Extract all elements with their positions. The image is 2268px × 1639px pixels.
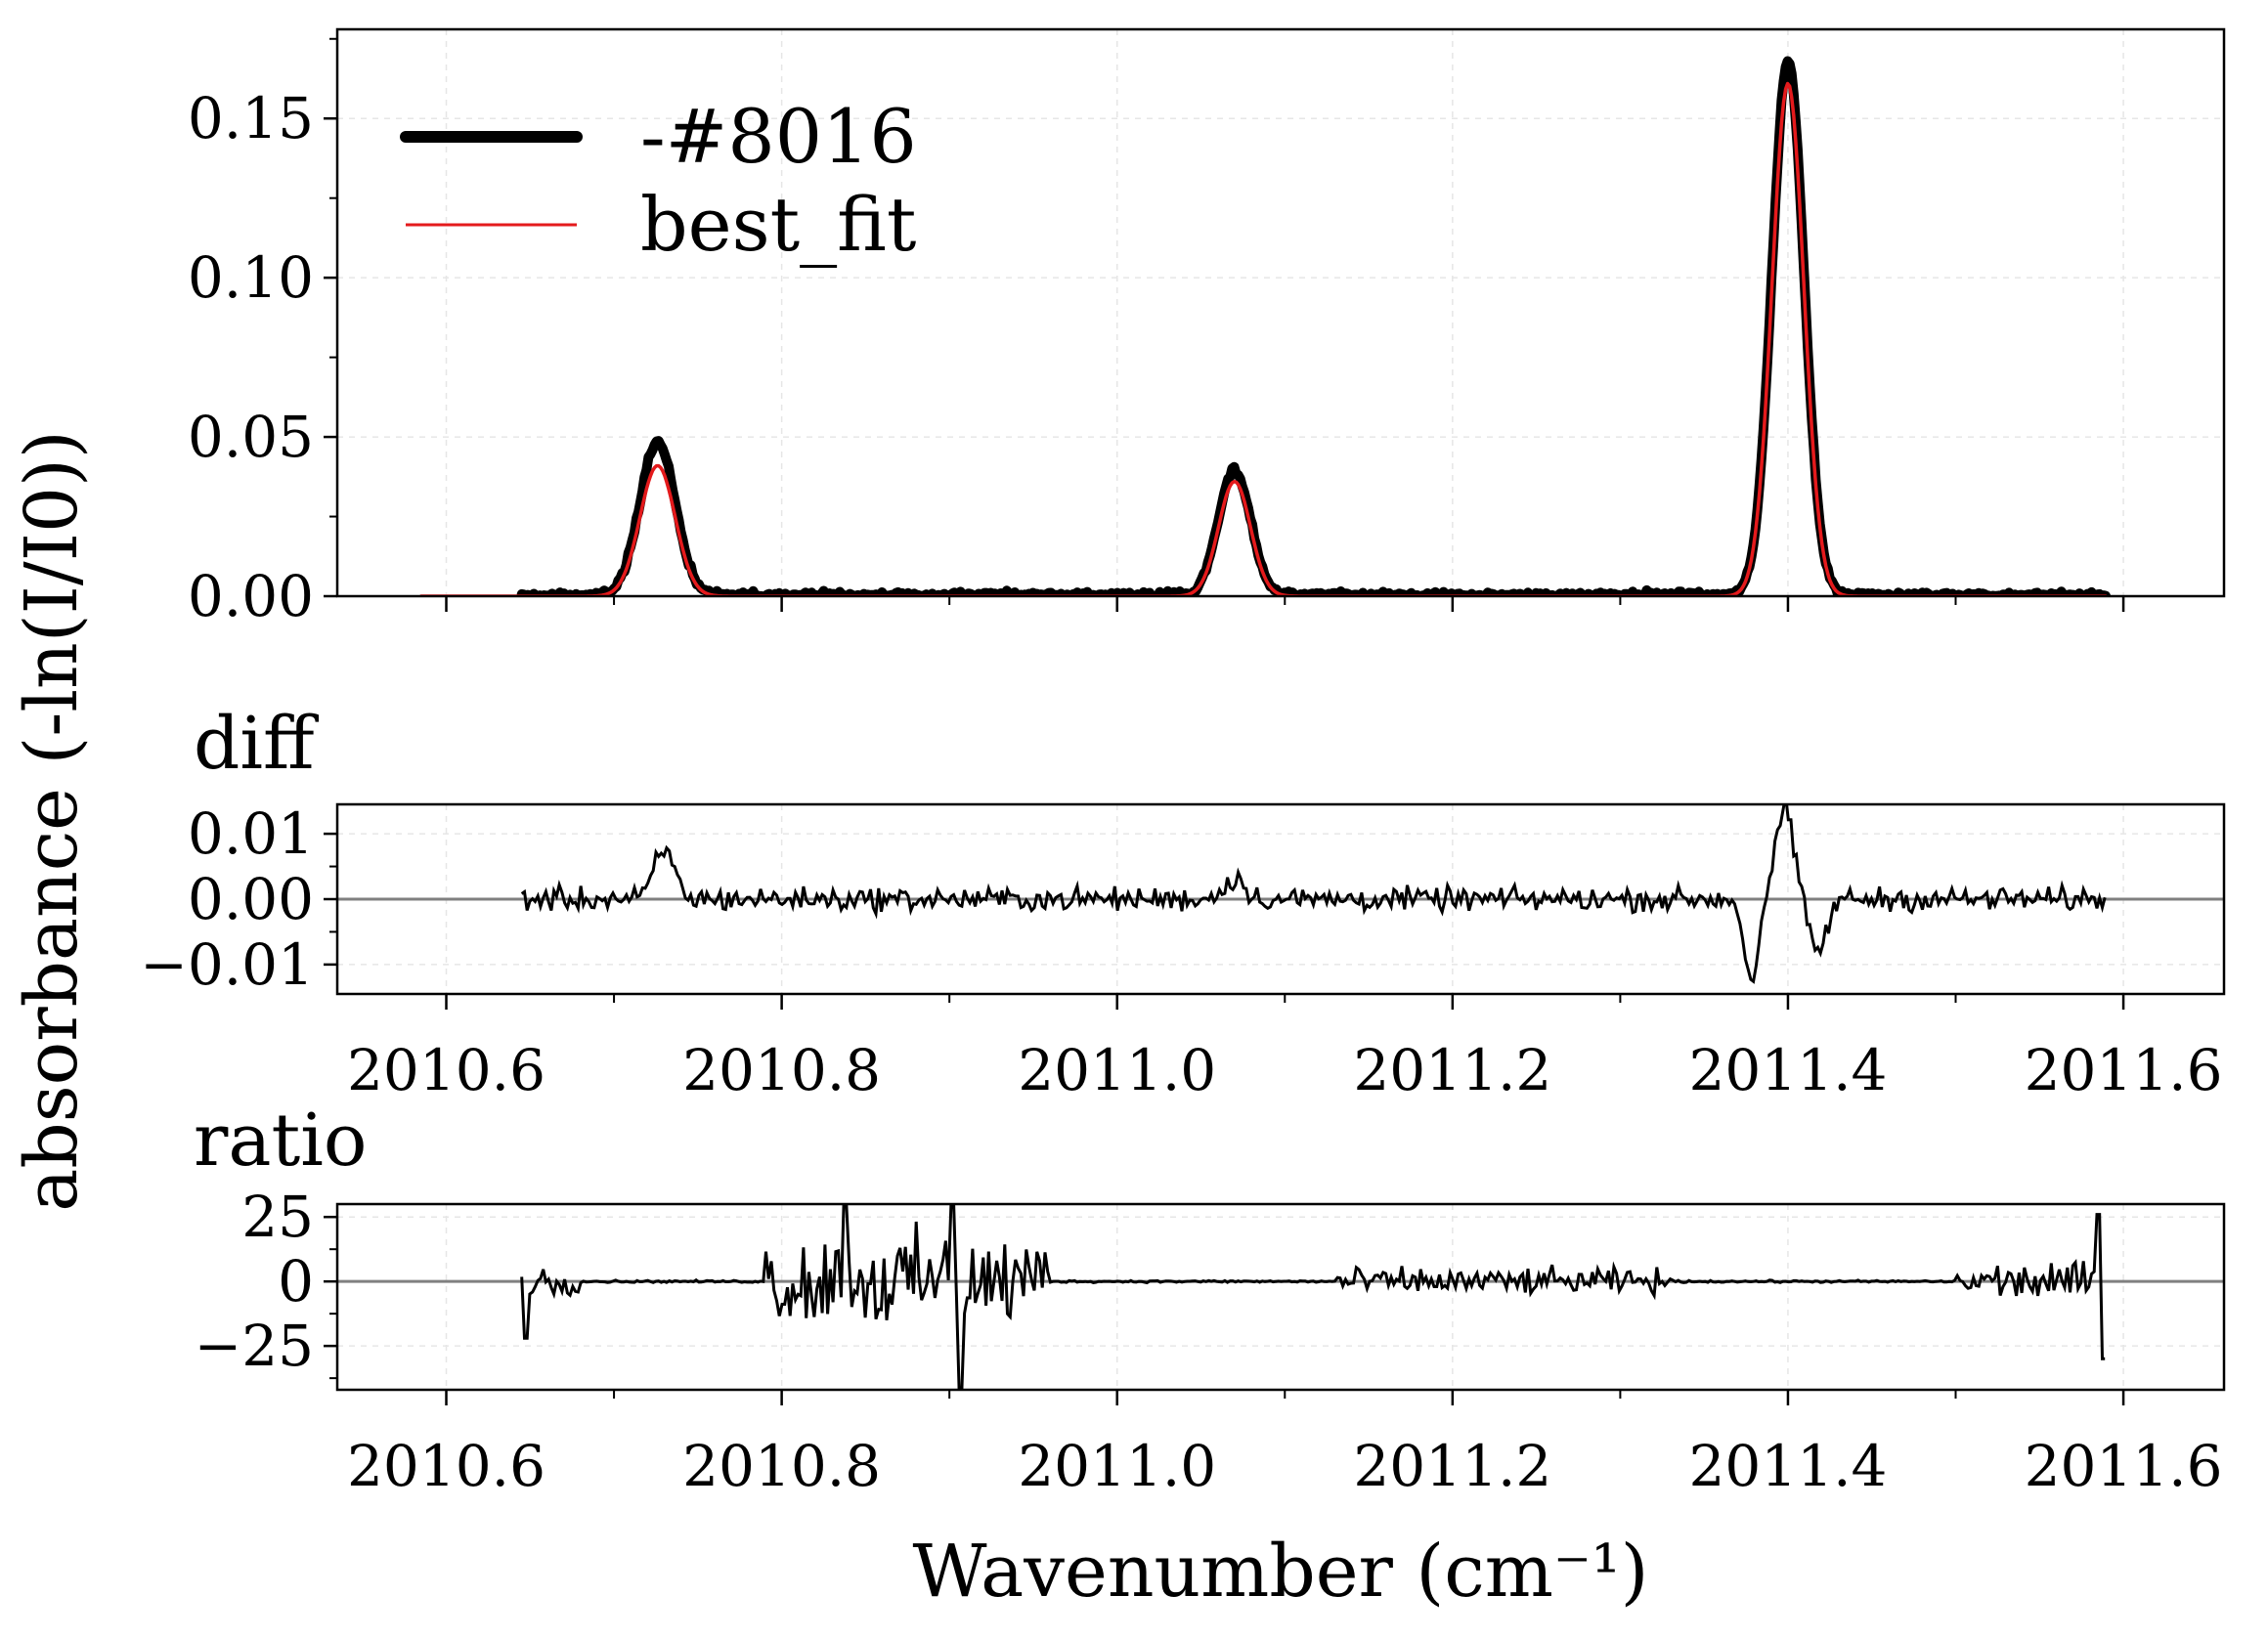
x-tick-label: 2011.4 <box>1688 1037 1887 1103</box>
x-axis-title: Wavenumber (cm⁻¹) <box>913 1530 1649 1614</box>
x-tick-label: 2011.0 <box>1018 1037 1216 1103</box>
y-axis-title: absorbance (-ln(I/I0)) <box>10 430 94 1212</box>
legend: -#8016 best_fit <box>400 93 917 268</box>
y-tick-label: 0.00 <box>188 866 314 932</box>
x-tick-label: 2010.8 <box>682 1433 881 1499</box>
x-tick-label: 2011.6 <box>2025 1433 2223 1499</box>
diff-panel: 0.010.00−0.01 2010.6 2010.8 2011.0 2011.2 201… <box>140 800 2226 1103</box>
y-tick-label: 0.15 <box>188 85 314 151</box>
y-tick-label: 0 <box>278 1248 314 1315</box>
ratio-panel-title: ratio <box>194 1099 367 1183</box>
diff-panel-title: diff <box>194 702 320 786</box>
x-tick-label: 2011.6 <box>2025 1037 2223 1103</box>
ratio-panel: 250−25 2010.6 2010.8 2011.0 2011.2 2011.4 2011… <box>195 1184 2226 1499</box>
y-tick-label: 25 <box>241 1184 314 1250</box>
y-tick-label: 0.05 <box>188 404 314 470</box>
x-tick-label: 2011.2 <box>1353 1037 1551 1103</box>
y-tick-label: 0.00 <box>188 563 314 629</box>
diff-line <box>520 804 2107 984</box>
x-tick-label: 2010.8 <box>682 1037 881 1103</box>
ratio-line <box>520 1204 2106 1390</box>
legend-label-measured: -#8016 <box>640 93 917 180</box>
series-measured-line <box>516 56 2111 596</box>
plot-area <box>337 804 2224 984</box>
x-tick-label: 2011.2 <box>1353 1433 1551 1499</box>
y-tick-label: −25 <box>195 1313 314 1379</box>
plot-area <box>419 56 2111 596</box>
plot-area <box>337 1204 2224 1390</box>
x-tick-label: 2011.4 <box>1688 1433 1887 1499</box>
y-tick-label: 0.01 <box>188 800 314 867</box>
x-tick-label: 2011.0 <box>1018 1433 1216 1499</box>
legend-label-best-fit: best_fit <box>640 181 916 268</box>
y-tick-label: −0.01 <box>140 931 314 998</box>
series-best-fit-line <box>419 81 2108 596</box>
axes-frame <box>335 27 2226 598</box>
x-tick-label: 2010.6 <box>347 1433 545 1499</box>
spectrum-panel: 0.00 0.05 0.10 0.15 <box>188 27 2226 629</box>
y-tick-label: 0.10 <box>188 244 314 311</box>
axes-frame <box>335 1202 2226 1392</box>
x-tick-label: 2010.6 <box>347 1037 545 1103</box>
